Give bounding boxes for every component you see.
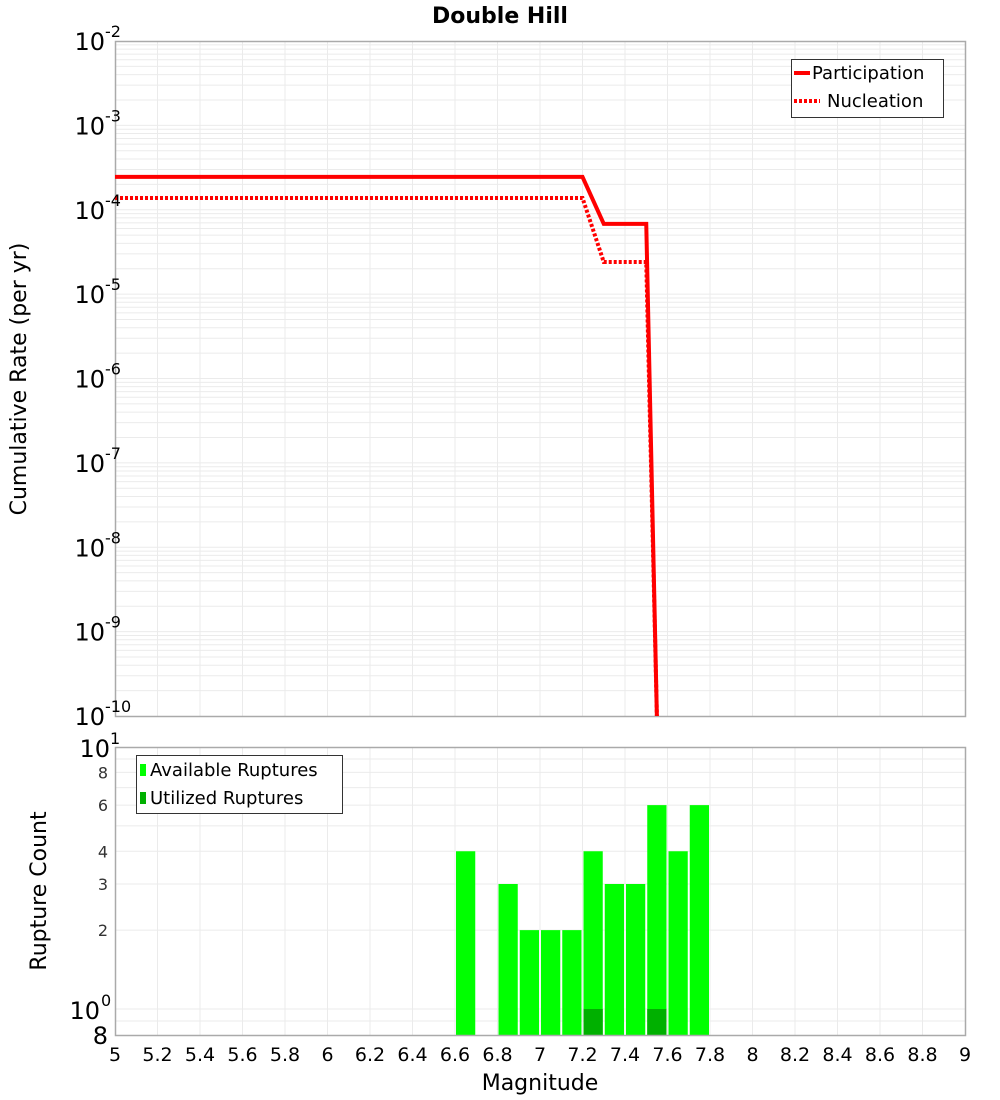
y-tick-label: 3 [98,875,108,894]
y-tick-10-1-exp: 1 [110,729,120,748]
chart-title: Double Hill [432,4,568,29]
bottom-legend: Available Ruptures Utilized Ruptures [136,755,343,814]
y-tick-label: 4 [98,842,108,861]
top-plot-grid [115,41,965,716]
x-tick-label: 6 [321,1044,333,1066]
y-tick-exponent: -2 [105,22,121,41]
nucleation-line [115,195,659,717]
bottom-plot-frame [114,746,967,1037]
utilized-bar [647,1009,667,1035]
y-tick-label: 10 [74,534,105,562]
x-tick-label: 8.2 [780,1044,810,1066]
x-tick-label: 7.2 [567,1044,597,1066]
x-tick-label: 5.8 [270,1044,300,1066]
top-plot-y-axis-label: Cumulative Rate (per yr) [7,243,32,516]
legend-available: Available Ruptures [150,760,318,781]
y-tick-label: 6 [98,796,108,815]
y-tick-label: 10 [74,366,105,394]
x-axis-label: Magnitude [482,1071,599,1096]
x-tick-label: 6.2 [355,1044,385,1066]
y-tick-exponent: -9 [105,613,121,632]
y-tick-10-0: 10 [69,997,100,1025]
x-tick-label: 5 [109,1044,121,1066]
y-tick-exponent: -5 [105,275,121,294]
legend-participation: Participation [812,63,924,84]
available-bar [562,930,582,1035]
available-legend-swatch [140,764,146,776]
y-tick-label: 10 [74,450,105,478]
x-tick-label: 5.6 [227,1044,257,1066]
y-tick-label: 10 [74,281,105,309]
available-bar [647,805,667,1035]
x-tick-label: 8.8 [907,1044,937,1066]
top-legend-box [791,59,944,118]
x-axis-ticks: 5 5.2 5.4 5.6 5.8 6 6.2 6.4 6.6 6.8 7 7.2 7.4 7.6 7.8 8… [109,1044,971,1066]
x-tick-label: 6.4 [397,1044,427,1066]
bottom-plot-y-axis-label: Rupture Count [27,811,52,971]
x-tick-label: 9 [959,1044,971,1066]
y-tick-label: 10 [74,197,105,225]
available-bar [456,851,476,1035]
top-plot-y-ticks: 10-210-310-410-510-610-710-810-910-10 [74,22,131,731]
x-tick-label: 7.8 [695,1044,725,1066]
y-tick-label: 8 [98,763,108,782]
y-tick-label: 10 [74,619,105,647]
x-tick-label: 8.6 [865,1044,895,1066]
top-plot-frame [114,40,967,718]
available-bar [604,883,624,1035]
y-tick-8-bottom: 8 [93,1022,108,1050]
x-tick-label: 7.6 [652,1044,682,1066]
y-tick-exponent: -10 [105,697,131,716]
x-tick-label: 7 [534,1044,546,1066]
bottom-legend-box [136,755,343,814]
x-tick-label: 5.4 [185,1044,215,1066]
available-bar [668,851,688,1035]
available-bar [583,851,603,1035]
bottom-plot-bars [456,805,709,1035]
utilized-legend-swatch [140,792,146,804]
y-tick-exponent: -7 [105,444,121,463]
y-tick-10-1: 10 [79,735,110,763]
available-bar [626,883,646,1035]
y-tick-label: 10 [74,28,105,56]
participation-line [115,174,659,717]
available-bar [519,930,539,1035]
legend-utilized: Utilized Ruptures [150,788,303,809]
utilized-bar [583,1009,603,1035]
top-legend: Participation Nucleation [791,59,944,118]
x-tick-label: 8 [746,1044,758,1066]
y-tick-exponent: -4 [105,191,121,210]
x-tick-label: 6.6 [440,1044,470,1066]
bottom-plot-y-ticks: 10 1 10 0 8 8 6 4 3 2 [69,729,120,1050]
y-tick-exponent: -8 [105,528,121,547]
y-tick-exponent: -6 [105,360,121,379]
available-bar [689,805,709,1035]
legend-nucleation: Nucleation [827,91,923,112]
x-tick-label: 8.4 [822,1044,852,1066]
x-tick-label: 5.2 [142,1044,172,1066]
top-plot: 10-210-310-410-510-610-710-810-910-10 Cu… [7,22,967,731]
y-tick-10-0-exp: 0 [101,991,111,1010]
y-tick-label: 10 [74,112,105,140]
x-tick-label: 7.4 [610,1044,640,1066]
y-tick-exponent: -3 [105,106,121,125]
available-bar [498,883,518,1035]
y-tick-label: 10 [74,703,105,731]
available-bar [541,930,561,1035]
y-tick-label: 2 [98,921,108,940]
top-plot-series [115,174,659,717]
x-tick-label: 6.8 [482,1044,512,1066]
